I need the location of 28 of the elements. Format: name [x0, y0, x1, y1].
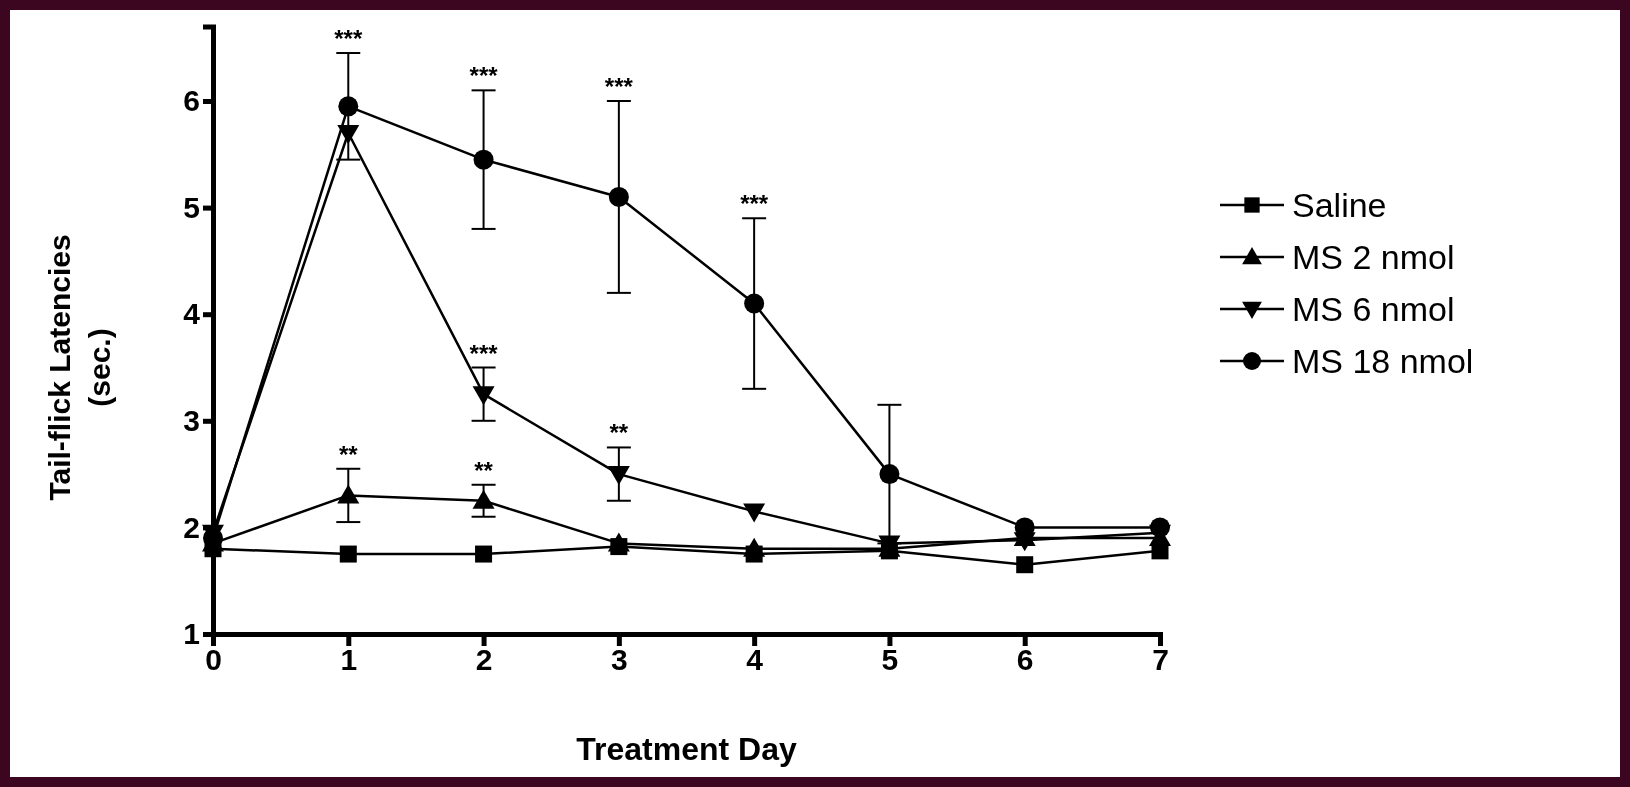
- annotation: **: [609, 419, 629, 447]
- annotation: **: [474, 456, 494, 484]
- annotation: ***: [604, 73, 634, 100]
- legend-label: MS 6 nmol: [1292, 289, 1455, 328]
- x-tick-label: 3: [611, 643, 628, 677]
- legend-label: MS 18 nmol: [1292, 341, 1474, 380]
- y-tick-label: 3: [183, 403, 200, 437]
- x-tick-label: 7: [1152, 643, 1169, 677]
- x-axis-title: Treatment Day: [576, 731, 797, 767]
- legend-label: Saline: [1292, 185, 1387, 224]
- annotation: **: [338, 440, 359, 468]
- annotation: ***: [334, 25, 363, 53]
- y-tick-label: 6: [183, 84, 200, 118]
- y-axis-title: Tail-flick Latencies (sec.): [43, 234, 116, 501]
- y-tick-label: 2: [183, 510, 200, 544]
- x-tick-label: 4: [746, 643, 764, 677]
- x-tick-label: 1: [340, 643, 358, 677]
- y-tick-label: 4: [183, 297, 201, 331]
- x-tick-label: 5: [881, 643, 899, 677]
- x-tick-label: 2: [475, 643, 493, 677]
- annotation: ***: [740, 190, 769, 218]
- annotation: ***: [469, 62, 499, 90]
- x-tick-label: 0: [205, 643, 222, 677]
- y-tick-label: 1: [183, 617, 200, 651]
- x-tick-label: 6: [1016, 643, 1034, 677]
- y-tick-label: 5: [183, 190, 200, 224]
- legend-label: MS 2 nmol: [1292, 237, 1455, 276]
- annotation: ***: [469, 339, 499, 367]
